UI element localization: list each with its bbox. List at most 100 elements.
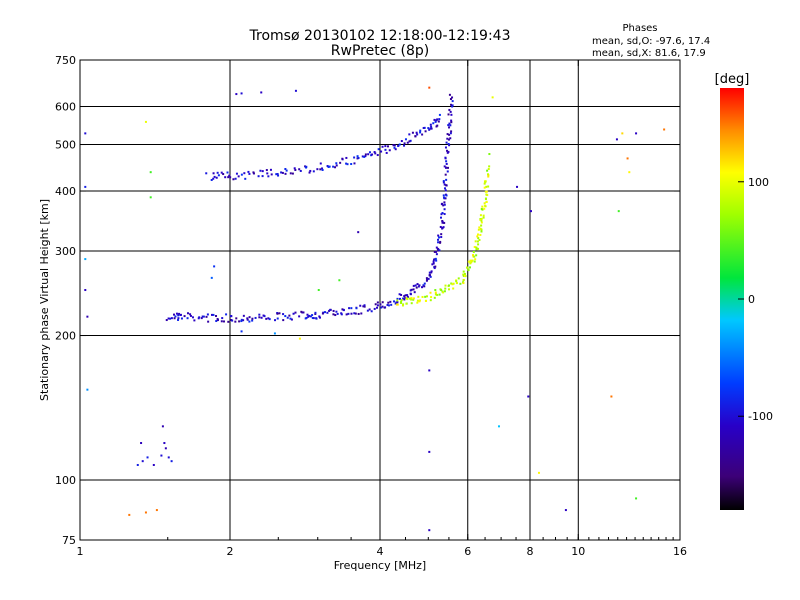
echo-point [340,313,343,316]
echo-point [459,282,462,285]
echo-point [466,266,469,269]
echo-point [276,173,279,176]
echo-point [332,313,335,316]
echo-point [357,312,360,315]
echo-point [451,104,454,107]
echo-point [377,148,380,151]
echo-point [284,167,287,170]
echo-point [401,304,404,307]
echo-point [314,311,317,314]
echo-point [425,277,428,280]
echo-point [483,186,486,189]
echo-point [149,196,152,199]
echo-point [304,317,307,320]
echo-point [414,135,417,138]
echo-point [628,171,631,174]
echo-point [437,249,440,252]
echo-point [439,225,442,228]
echo-points [84,86,666,532]
echo-point [355,307,358,310]
echo-point [429,275,432,278]
echo-point [212,177,215,180]
echo-point [450,121,453,124]
echo-point [438,118,441,121]
echo-point [215,176,218,179]
echo-point [440,213,443,216]
echo-point [463,272,466,275]
echo-point [445,178,448,181]
echo-point [442,181,445,184]
colorbar-tick-label: 100 [748,176,769,189]
echo-point [485,200,488,203]
echo-point [319,162,322,165]
echo-point [385,151,388,154]
echo-point [404,294,407,297]
echo-point [155,509,158,512]
echo-point [423,126,426,129]
echo-point [360,312,363,315]
echo-point [350,307,353,310]
echo-point [449,124,452,127]
echo-point [425,279,428,282]
echo-point [449,132,452,135]
echo-point [257,175,260,178]
echo-point [386,303,389,306]
echo-point [428,369,431,372]
echo-point [315,317,318,320]
echo-point [384,145,387,148]
echo-point [408,133,411,136]
echo-point [350,312,353,315]
echo-point [483,207,486,210]
echo-point [376,301,379,304]
echo-point [423,285,426,288]
echo-point [206,313,209,316]
echo-point [248,320,251,323]
echo-point [215,320,218,323]
echo-point [449,110,452,113]
echo-point [152,463,155,466]
echo-point [258,313,261,316]
echo-point [334,166,337,169]
echo-point [224,176,227,179]
echo-point [403,295,406,298]
echo-point [428,86,431,89]
echo-point [144,120,147,123]
echo-point [468,266,471,269]
echo-point [473,255,476,258]
echo-point [424,130,427,133]
echo-point [298,315,301,318]
echo-point [410,297,413,300]
echo-point [242,319,245,322]
echo-point [243,172,246,175]
echo-point [621,132,624,135]
y-tick-label: 200 [55,330,76,343]
echo-point [434,291,437,294]
echo-point [663,128,666,131]
echo-point [392,144,395,147]
echo-point [444,173,447,176]
echo-point [84,185,87,188]
echo-point [472,250,475,253]
echo-point [167,317,170,320]
echo-point [446,170,449,173]
echo-point [421,133,424,136]
echo-point [617,210,620,213]
echo-point [415,131,418,134]
echo-point [448,108,451,111]
echo-point [177,317,180,320]
echo-point [448,144,451,147]
echo-point [419,129,422,132]
echo-point [408,297,411,300]
echo-point [400,140,403,143]
echo-point [317,289,320,292]
echo-point [308,171,311,174]
echo-point [252,172,255,175]
echo-point [270,173,273,176]
stats-heading: Phases [622,23,657,34]
echo-point [240,173,243,176]
echo-point [373,307,376,310]
echo-point [429,299,432,302]
axis-ticks: 1 2 4 6 8 10 16 75 100 200 300 400 500 600 750 [55,54,687,558]
echo-point [400,299,403,302]
echo-point [479,227,482,230]
